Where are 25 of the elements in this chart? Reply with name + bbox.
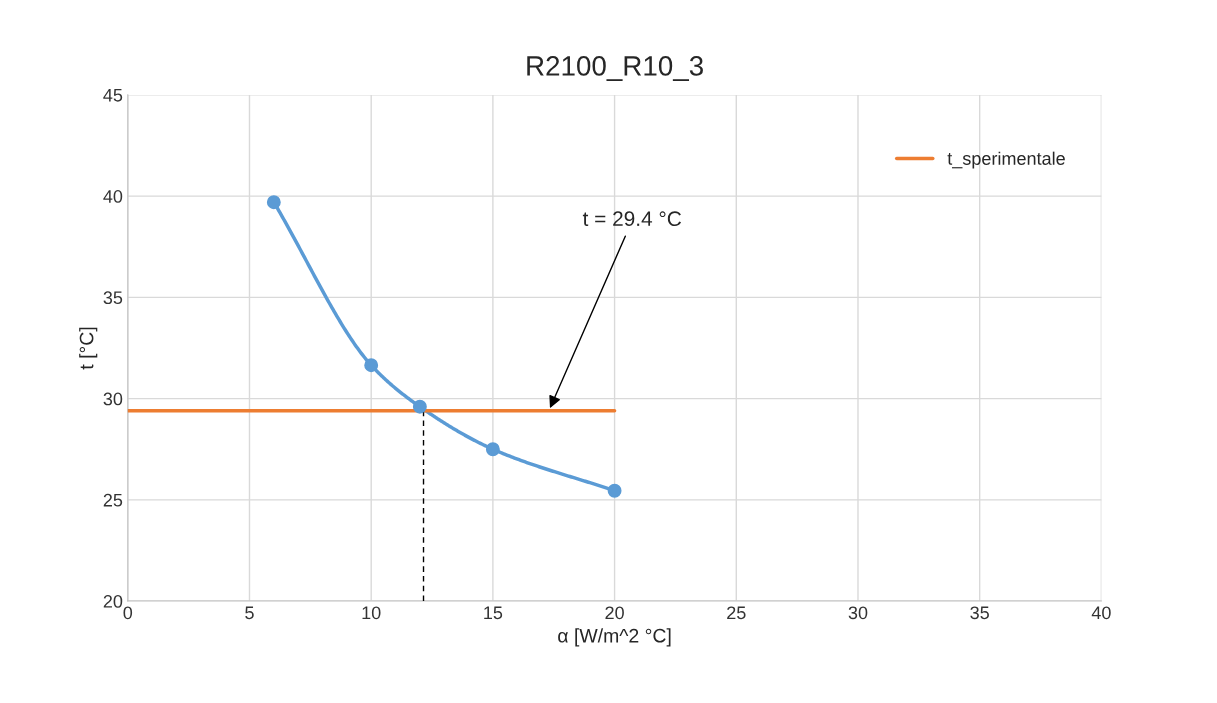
x-tick-label: 15: [484, 606, 503, 620]
x-axis-title: α [W/m^2 °C]: [558, 628, 671, 647]
y-tick-label: 30: [103, 392, 123, 406]
chart-title: R2100_R10_3: [527, 56, 703, 81]
point: [266, 195, 281, 210]
x-tick-label: 0: [123, 606, 133, 620]
point: [485, 442, 500, 457]
legend-label: t_sperimentale: [947, 151, 1065, 169]
y-tick-label: 40: [103, 190, 123, 203]
x-tick-label: 25: [727, 606, 746, 620]
y-tick-label: 45: [103, 89, 123, 102]
point: [412, 399, 427, 414]
point: [364, 358, 379, 373]
x-tick-label: 20: [605, 606, 624, 620]
y-tick-label: 35: [103, 291, 123, 305]
y-tick-label: 25: [103, 493, 123, 507]
x-tick-label: 30: [848, 606, 868, 620]
x-tick-label: 35: [970, 606, 989, 620]
y-axis-title: t [°C]: [79, 327, 98, 370]
x-tick-label: 10: [362, 606, 381, 620]
x-tick-label: 40: [1091, 606, 1111, 620]
y-tick-label: 20: [103, 595, 123, 608]
x-tick-label: 5: [245, 606, 254, 620]
annotation: t = 29.4 °C: [582, 211, 682, 227]
point: [607, 483, 622, 498]
